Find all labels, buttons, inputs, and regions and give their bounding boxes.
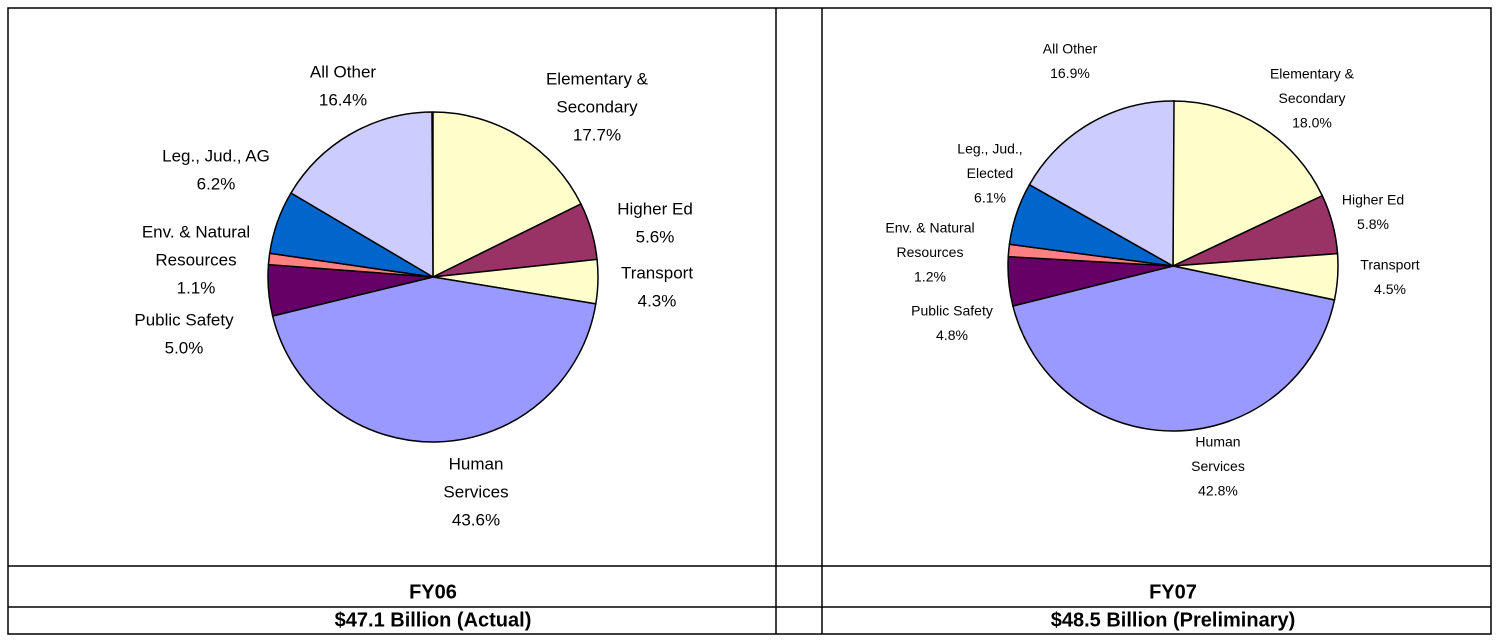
slice-value-label: 16.4% <box>319 90 367 109</box>
slice-label: Resources <box>897 244 964 260</box>
slice-label: Env. & Natural <box>142 222 250 241</box>
slice-label: Higher Ed <box>1342 192 1404 208</box>
slice-label: Elementary & <box>546 69 649 88</box>
pie-slice <box>1012 265 1336 432</box>
slice-label: Public Safety <box>911 303 993 319</box>
slice-value-label: 4.3% <box>638 291 677 310</box>
slice-value-label: 1.2% <box>914 269 946 285</box>
slice-value-label: 17.7% <box>573 125 621 144</box>
slice-value-label: 16.9% <box>1050 65 1090 81</box>
slice-label: Public Safety <box>134 310 234 329</box>
slice-label: Leg., Jud., AG <box>162 146 270 165</box>
slice-label: Secondary <box>1279 90 1346 106</box>
slice-label: Resources <box>155 250 236 269</box>
chart-title: FY07 <box>1149 581 1197 603</box>
slice-value-label: 6.1% <box>974 190 1006 206</box>
slice-value-label: 43.6% <box>452 510 500 529</box>
slice-value-label: 18.0% <box>1292 115 1332 131</box>
slice-value-label: 6.2% <box>197 174 236 193</box>
pie-slice <box>271 276 597 443</box>
slice-value-label: 5.8% <box>1357 216 1389 232</box>
slice-label: Elected <box>967 165 1014 181</box>
slice-value-label: 4.8% <box>936 327 968 343</box>
slice-label: Higher Ed <box>617 199 693 218</box>
pie-slice <box>1028 100 1175 268</box>
slice-value-label: 4.5% <box>1374 281 1406 297</box>
slice-label: Env. & Natural <box>885 220 974 236</box>
slice-label: Leg., Jud., <box>957 141 1022 157</box>
pie-slice <box>1172 100 1324 268</box>
slice-label: Human <box>449 454 504 473</box>
pie-slice <box>289 111 434 279</box>
pie-slice <box>432 111 582 279</box>
slice-label: Elementary & <box>1270 66 1355 82</box>
slice-label: All Other <box>310 62 376 81</box>
slice-label: Secondary <box>556 97 638 116</box>
chart-subtitle: $47.1 Billion (Actual) <box>335 609 532 631</box>
slice-label: Transport <box>621 263 693 282</box>
table-border <box>7 7 1492 635</box>
slice-label: Transport <box>1360 257 1420 273</box>
slice-label: Services <box>1191 458 1245 474</box>
chart-subtitle: $48.5 Billion (Preliminary) <box>1051 609 1296 631</box>
slice-value-label: 5.6% <box>636 227 675 246</box>
slice-value-label: 42.8% <box>1198 483 1238 499</box>
slice-label: Services <box>443 482 508 501</box>
slice-label: All Other <box>1043 41 1098 57</box>
chart-title: FY06 <box>409 581 457 603</box>
slice-value-label: 5.0% <box>165 338 204 357</box>
slice-label: Human <box>1195 434 1240 450</box>
slice-value-label: 1.1% <box>177 278 216 297</box>
